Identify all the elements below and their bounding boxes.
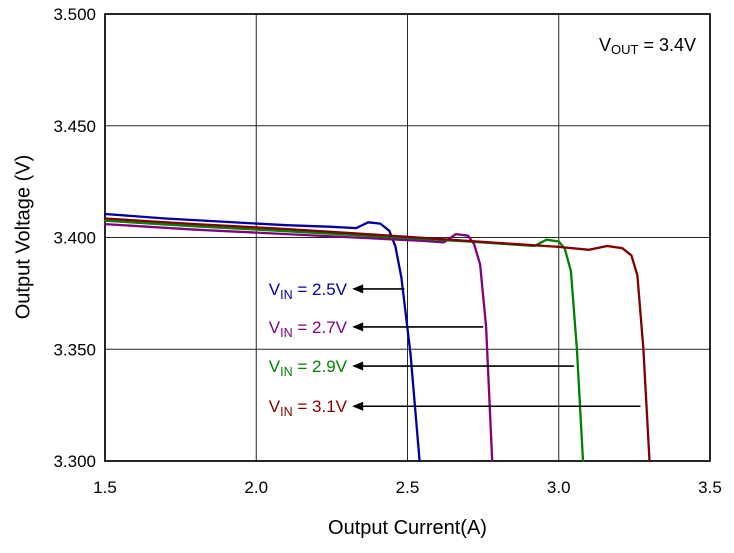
x-tick-label: 3.5 [698, 478, 722, 497]
y-tick-label: 3.350 [53, 340, 96, 359]
y-tick-label: 3.400 [53, 229, 96, 248]
callout-arrowhead-vin-3-1v [352, 401, 364, 411]
x-tick-label: 3.0 [547, 478, 571, 497]
y-tick-label: 3.450 [53, 117, 96, 136]
vout-annotation-sub: OUT [611, 42, 639, 57]
series-line-vin-3-1v [103, 217, 651, 463]
vout-annotation-pre: V [598, 35, 611, 55]
x-axis-title: Output Current(A) [328, 517, 487, 539]
y-axis-title: Output Voltage (V) [12, 154, 35, 320]
callout-label-vin-3-1v: VIN = 3.1V [269, 397, 348, 419]
vout-annotation-post: = 3.4V [638, 35, 696, 55]
callout-label-vin-2-7v: VIN = 2.7V [269, 318, 348, 340]
callout-label-vin-2-9v: VIN = 2.9V [269, 357, 348, 379]
callout-arrowhead-vin-2-5v [352, 284, 364, 294]
y-tick-label: 3.500 [53, 5, 96, 24]
callout-arrowhead-vin-2-9v [352, 361, 364, 371]
plot-border [104, 13, 711, 462]
callout-label-vin-2-5v: VIN = 2.5V [269, 280, 348, 302]
x-tick-label: 2.0 [244, 478, 268, 497]
callout-arrowhead-vin-2-7v [352, 322, 364, 332]
series-line-vin-2-7v [103, 222, 494, 463]
series-line-vin-2-5v [103, 212, 421, 463]
y-tick-label: 3.300 [53, 452, 96, 471]
series-line-vin-2-9v [103, 219, 585, 463]
x-tick-label: 1.5 [93, 478, 117, 497]
x-tick-label: 2.5 [396, 478, 420, 497]
vout-annotation: VOUT = 3.4V [599, 35, 696, 57]
